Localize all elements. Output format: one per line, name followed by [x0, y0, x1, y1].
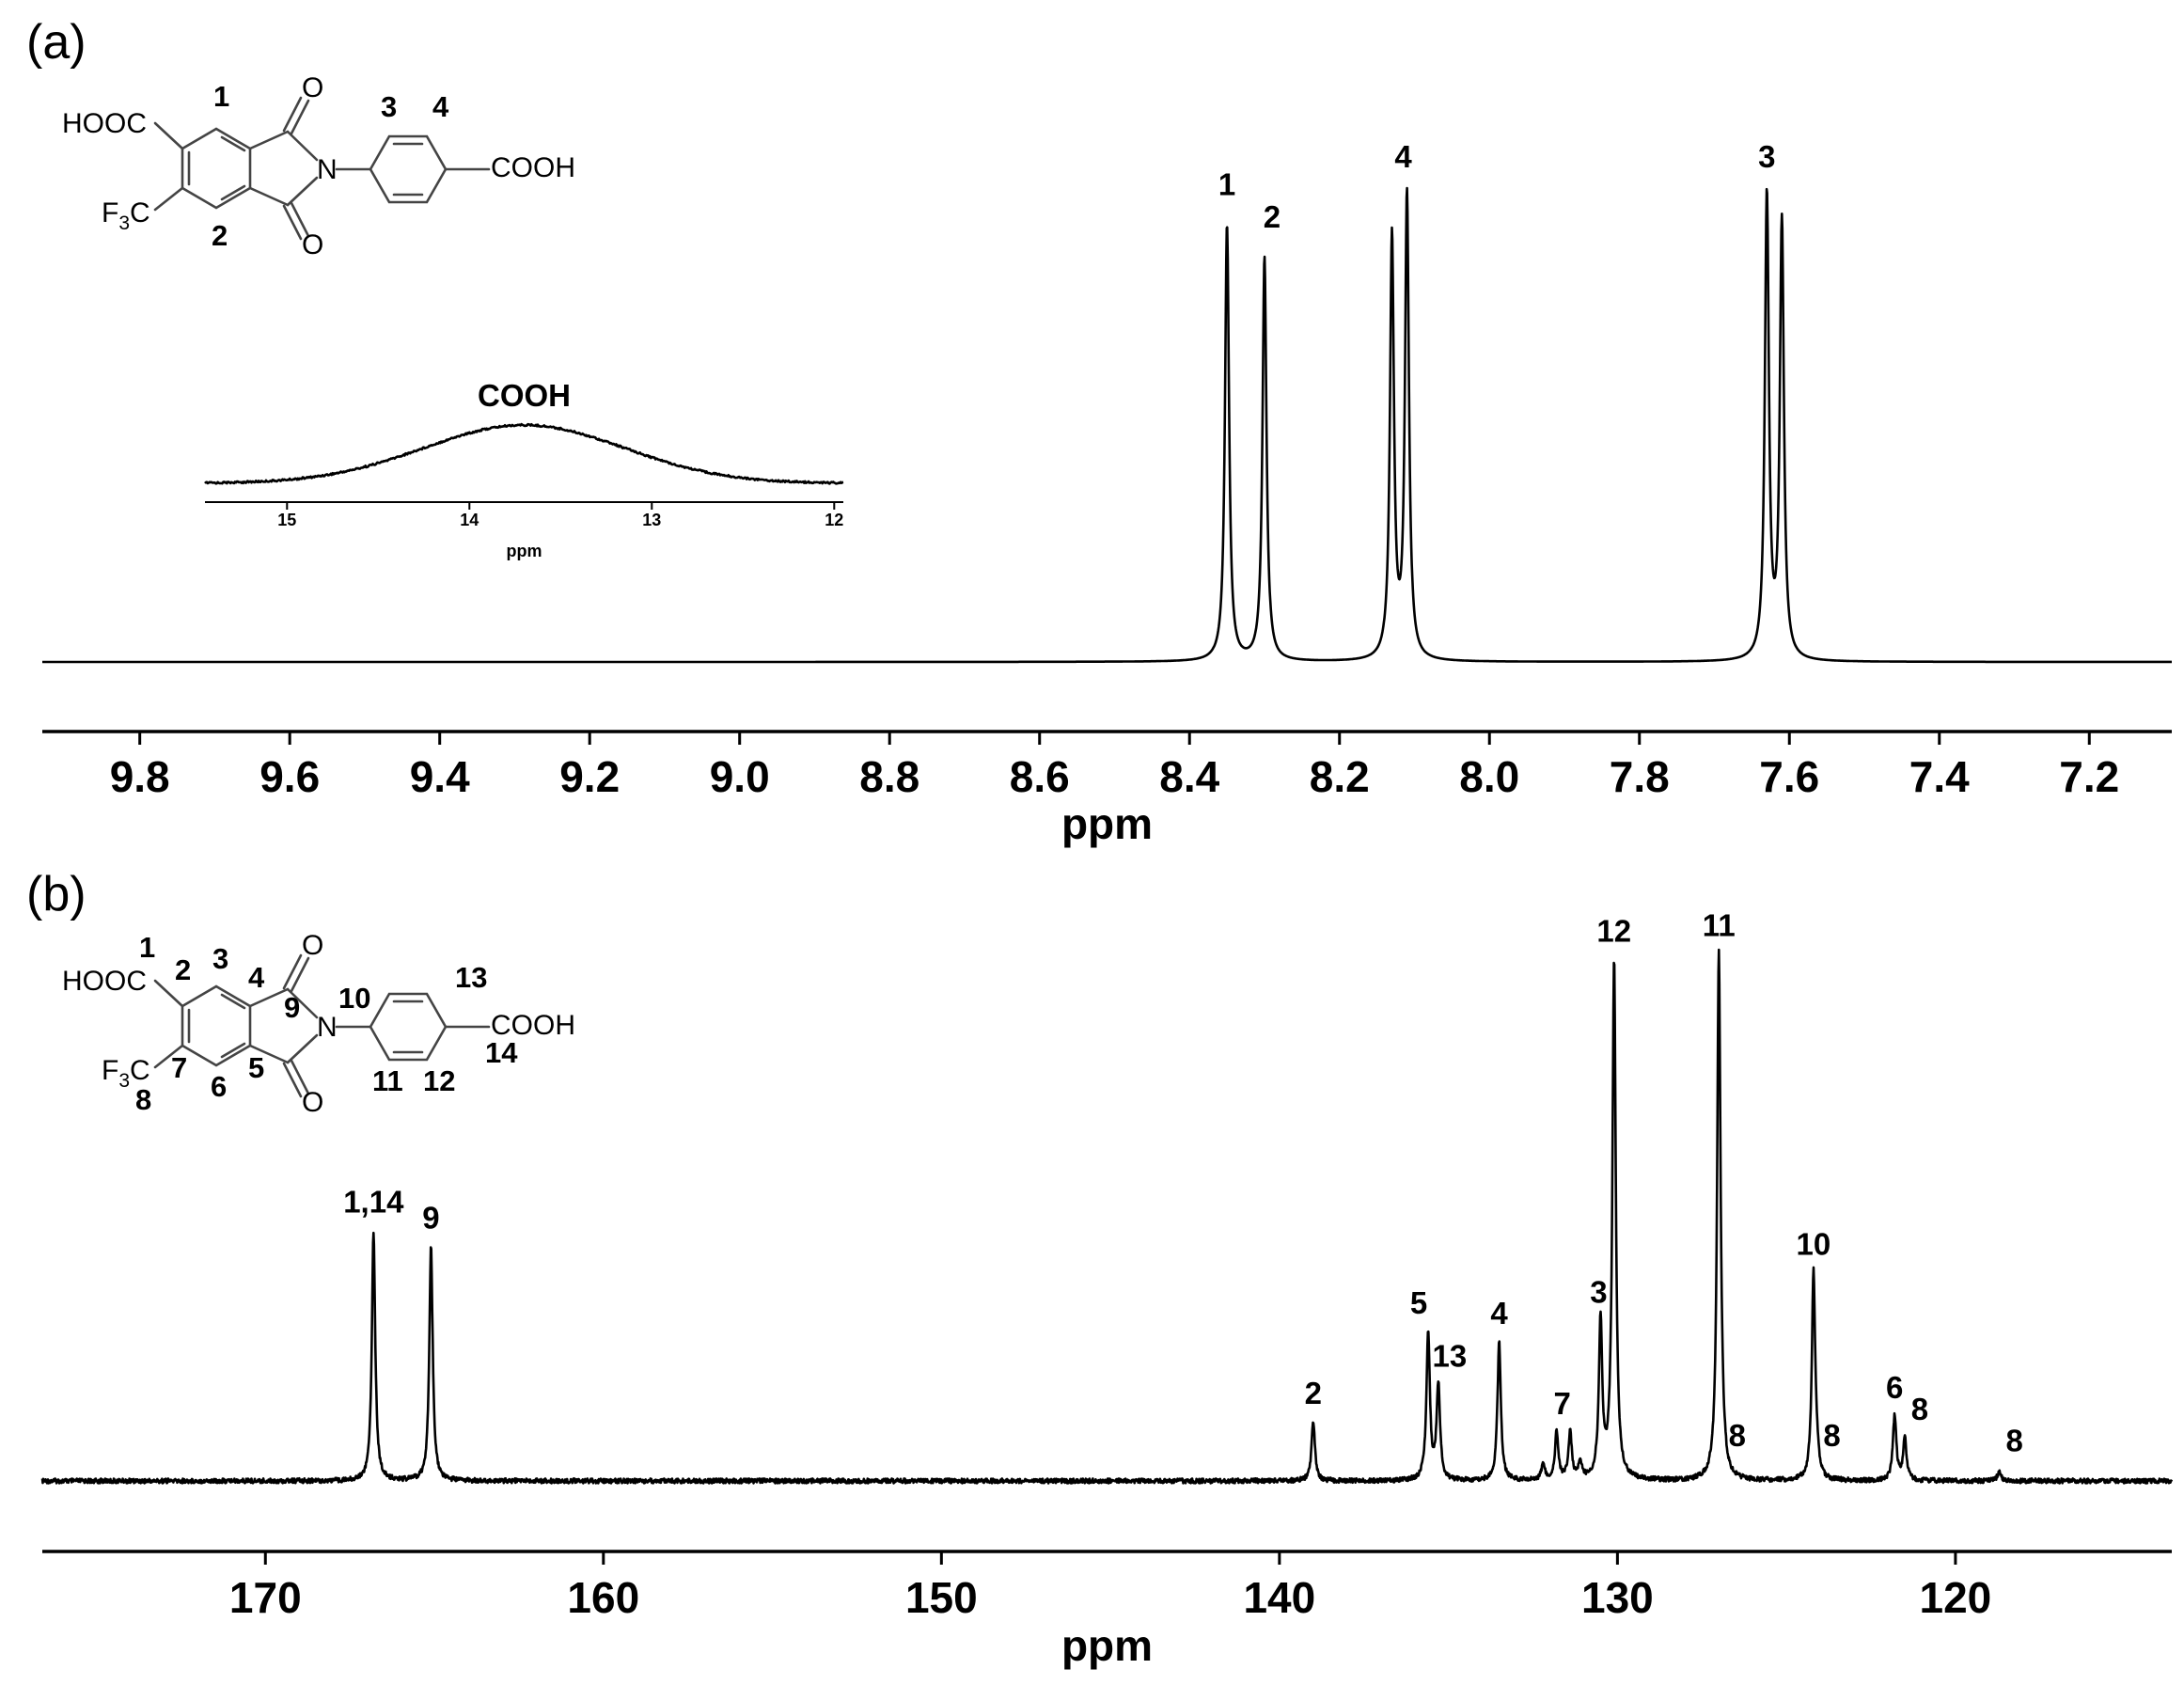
spectrum-b-peak-label: 8	[1823, 1418, 1840, 1453]
structure-a-num-1: 1	[213, 80, 229, 113]
spectrum-a-tick-label: 8.8	[859, 752, 919, 801]
spectrum-b-peak-label: 3	[1590, 1275, 1607, 1310]
spectrum-a-chart: 124 39.8 9.6 9.4 9.2 9.0 8.8 8.6 8.4 8.2 8.0 7.8 7.6…	[41, 139, 2173, 848]
structure-b-num-2: 2	[175, 953, 191, 986]
spectrum-a-tick-label: 9.0	[710, 752, 770, 801]
structure-b-bonds	[153, 953, 491, 1098]
spectrum-a-peak-label: 1	[1218, 167, 1235, 202]
inset-x-title: ppm	[507, 542, 542, 560]
structure-a-o-bottom: O	[302, 229, 323, 260]
structure-b-num-14: 14	[485, 1036, 518, 1069]
spectrum-b-peak-label: 13	[1432, 1338, 1467, 1373]
inset-tick-label: 14	[460, 511, 479, 529]
spectrum-b-peak-label: 10	[1797, 1227, 1831, 1262]
structure-a-o-top: O	[302, 72, 323, 103]
spectrum-a-tick-label: 7.6	[1759, 752, 1819, 801]
spectrum-a-tick-label: 9.2	[559, 752, 620, 801]
spectrum-a-tick-label: 7.4	[1909, 752, 1970, 801]
spectrum-b-trace	[40, 948, 2174, 1485]
spectrum-b-peak-label: 8	[2005, 1424, 2022, 1458]
spectrum-a-tick-label: 8.4	[1159, 752, 1219, 801]
spectrum-a-inset: 15 14 13 12 ppm COOH	[204, 378, 844, 560]
spectrum-a-tick-label: 7.8	[1610, 752, 1670, 801]
structure-b-num-11: 11	[372, 1064, 403, 1097]
inset-tick-label: 13	[642, 511, 661, 529]
spectrum-b-x-title: ppm	[1061, 1621, 1153, 1670]
spectrum-b-peak-label: 8	[1729, 1418, 1746, 1453]
structure-b-num-9: 9	[284, 991, 300, 1024]
structure-b-hooc: HOOC	[62, 966, 147, 997]
structure-a-num-4: 4	[432, 90, 449, 123]
spectrum-a-tick-label: 8.0	[1459, 752, 1519, 801]
structure-b-num-7: 7	[171, 1051, 187, 1084]
structure-a-cooh: COOH	[491, 152, 575, 183]
structure-b-num-13: 13	[455, 961, 487, 994]
spectrum-a-peak-label: 2	[1264, 199, 1281, 234]
structure-a-hooc: HOOC	[62, 108, 147, 139]
spectrum-a-tick-label: 8.6	[1010, 752, 1070, 801]
structure-b-num-10: 10	[338, 982, 370, 1015]
spectrum-b-tick-label: 130	[1581, 1573, 1654, 1622]
spectrum-b-peak-label: 4	[1490, 1296, 1508, 1331]
structure-b-num-1: 1	[139, 931, 155, 964]
structure-b-num-5: 5	[248, 1051, 264, 1084]
structure-b-cooh: COOH	[491, 1010, 575, 1041]
structure-b-o-bottom: O	[302, 1087, 323, 1118]
spectrum-b-peak-label: 12	[1596, 913, 1631, 948]
panel-b-label: (b)	[26, 867, 86, 921]
spectrum-b-peak-label: 9	[422, 1200, 439, 1235]
structure-b-f3c: F3C	[102, 1055, 150, 1092]
inset-tick-label: 15	[277, 511, 296, 529]
spectrum-a-tick-label: 8.2	[1310, 752, 1370, 801]
structure-b-num-6: 6	[211, 1070, 227, 1103]
inset-peak-label: COOH	[478, 378, 571, 413]
structure-a-bonds	[153, 96, 491, 241]
spectrum-b-peak-label: 11	[1703, 908, 1736, 943]
spectrum-a-x-title: ppm	[1061, 799, 1153, 848]
spectrum-b-peak-label: 1,14	[343, 1184, 404, 1219]
structure-a: HOOC F3C N O O COOH 1 2 3 4	[62, 72, 575, 260]
spectrum-b-tick-label: 170	[229, 1573, 302, 1622]
structure-b-num-4: 4	[248, 961, 265, 994]
structure-b-num-3: 3	[212, 942, 228, 975]
spectrum-b-peak-label: 2	[1305, 1376, 1322, 1410]
structure-b: HOOC F3C N O O COOH 1 2 3 4 5 6 7 8 9 10…	[62, 930, 575, 1118]
spectrum-b-tick-label: 140	[1243, 1573, 1315, 1622]
spectrum-b-peak-label: 7	[1553, 1386, 1570, 1421]
spectrum-a-trace	[41, 186, 2173, 664]
structure-b-num-12: 12	[423, 1064, 455, 1097]
spectrum-b-tick-label: 160	[567, 1573, 639, 1622]
structure-b-n: N	[317, 1012, 338, 1043]
structure-b-num-8: 8	[135, 1083, 151, 1116]
structure-a-num-2: 2	[212, 219, 228, 252]
panel-a-label: (a)	[26, 15, 86, 70]
spectrum-b-tick-label: 120	[1920, 1573, 1992, 1622]
spectrum-b-peak-label: 5	[1410, 1285, 1427, 1320]
spectrum-b-peak-label: 8	[1911, 1392, 1928, 1426]
spectrum-a-tick-label: 7.2	[2059, 752, 2119, 801]
structure-a-f3c: F3C	[102, 197, 150, 234]
spectrum-a-tick-label: 9.8	[110, 752, 170, 801]
structure-a-num-3: 3	[381, 90, 397, 123]
spectrum-a-peak-label: 4	[1394, 139, 1412, 174]
spectrum-a-tick-label: 9.4	[410, 752, 470, 801]
inset-tick-label: 12	[825, 511, 843, 529]
structure-a-n: N	[317, 154, 338, 185]
inset-trace	[204, 422, 844, 485]
spectrum-b-peak-label: 6	[1886, 1370, 1903, 1405]
spectrum-a-tick-label: 9.6	[259, 752, 320, 801]
structure-b-o-top: O	[302, 930, 323, 961]
spectrum-a-peak-label: 3	[1758, 139, 1775, 174]
spectrum-b-tick-label: 150	[905, 1573, 978, 1622]
